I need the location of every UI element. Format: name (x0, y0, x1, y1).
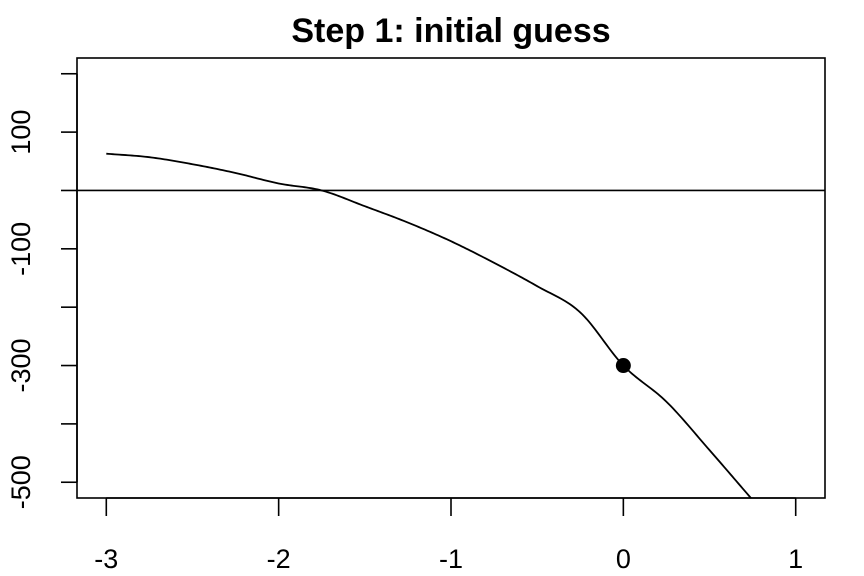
function-curve (106, 152, 752, 499)
chart-title: Step 1: initial guess (291, 12, 610, 50)
plot-content (77, 152, 825, 499)
x-tick-label: 0 (616, 544, 631, 574)
x-tick-label: -1 (439, 544, 463, 574)
y-tick-label: -500 (6, 455, 36, 509)
y-axis: -500 -300 -100 100 (6, 72, 78, 509)
x-tick-label: 1 (788, 544, 803, 574)
initial-guess-point (615, 358, 631, 374)
x-tick-label: -3 (94, 544, 118, 574)
plot-frame (76, 57, 826, 499)
y-tick-label: -100 (6, 222, 36, 276)
x-tick-label: -2 (267, 544, 291, 574)
y-tick-label: 100 (6, 110, 36, 155)
x-axis: -3 -2 -1 0 1 (94, 497, 803, 574)
y-tick-label: -300 (6, 339, 36, 393)
